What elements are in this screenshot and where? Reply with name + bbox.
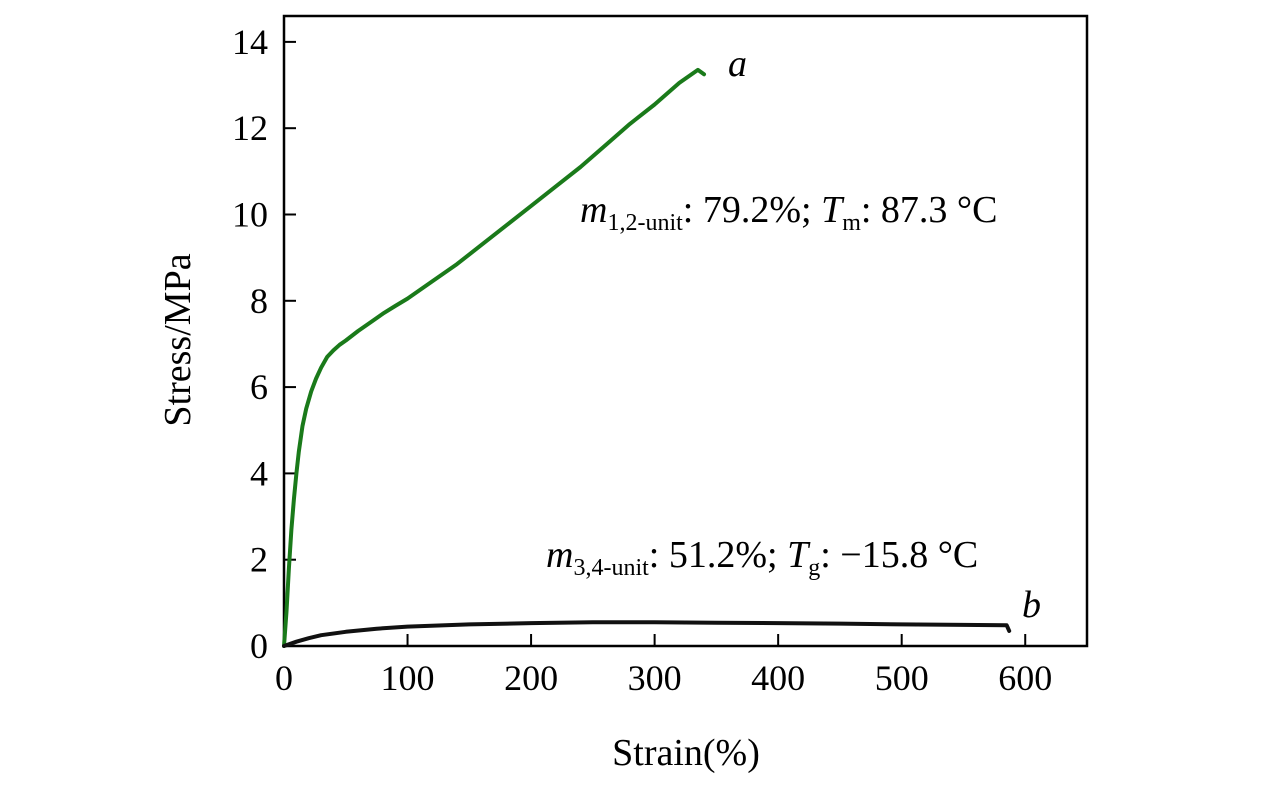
- series-b-line: [282, 620, 1012, 648]
- x-tick-label: 500: [875, 658, 929, 698]
- axis-ticks: 0 100 200 300 400 500 600 0 2 4 6 8 10 12 14: [232, 22, 1052, 698]
- x-tick-label: 200: [504, 658, 558, 698]
- y-tick-label: 14: [232, 22, 268, 62]
- plot-frame: [282, 14, 1089, 648]
- x-tick-label: 0: [275, 658, 293, 698]
- x-tick-label: 600: [998, 658, 1052, 698]
- series-b-tag: b: [1022, 584, 1041, 626]
- x-tick-label: 400: [751, 658, 805, 698]
- series-layer: [282, 67, 1012, 648]
- y-tick-label: 2: [250, 540, 268, 580]
- x-tick-label: 300: [628, 658, 682, 698]
- y-axis-title: Stress/MPa: [157, 253, 199, 426]
- y-tick-label: 10: [232, 194, 268, 234]
- y-tick-label: 6: [250, 367, 268, 407]
- x-tick-label: 100: [381, 658, 435, 698]
- annotation-a: m1,2-unit: 79.2%; Tm: 87.3 °C: [580, 189, 997, 236]
- annotation-b: m3,4-unit: 51.2%; Tg: −15.8 °C: [546, 534, 978, 581]
- y-tick-label: 4: [250, 453, 268, 493]
- series-a-tag: a: [728, 43, 747, 85]
- series-a-line: [282, 67, 706, 648]
- y-tick-label: 0: [250, 626, 268, 666]
- x-axis-title: Strain(%): [612, 732, 760, 774]
- y-tick-label: 8: [250, 281, 268, 321]
- y-tick-label: 12: [232, 108, 268, 148]
